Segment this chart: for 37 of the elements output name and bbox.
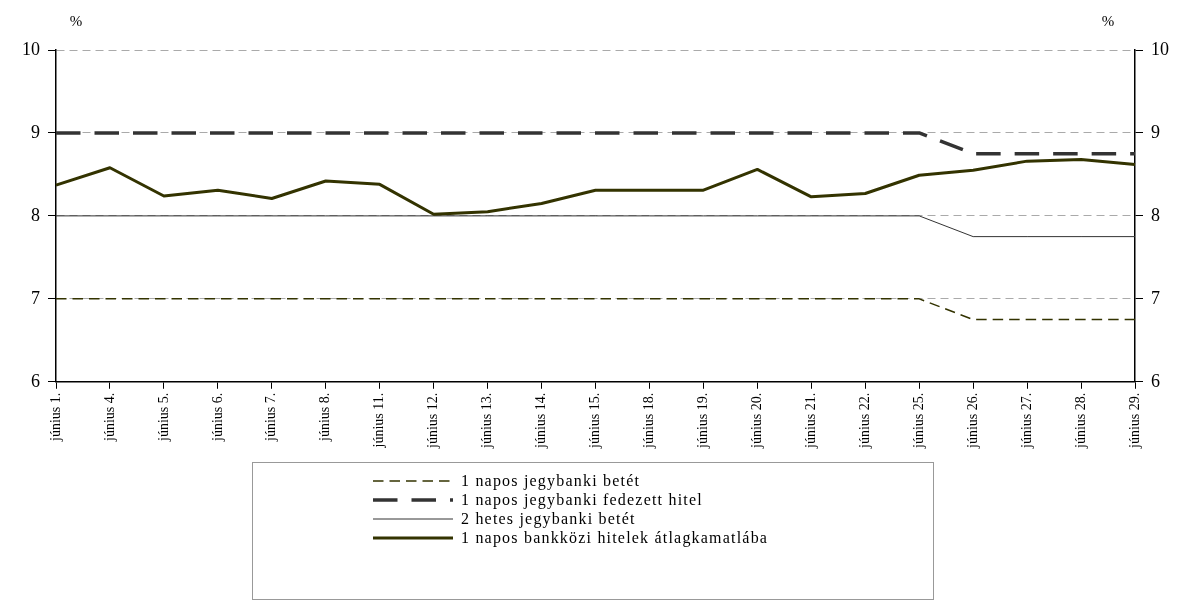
x-tick-label: június 25. bbox=[910, 392, 926, 450]
x-tick-label: június 27. bbox=[1018, 392, 1034, 450]
y2-tick-label: 6 bbox=[1151, 370, 1160, 391]
y2-tick-label: 9 bbox=[1151, 121, 1160, 142]
x-tick-label: június 15. bbox=[587, 392, 603, 450]
y-tick-label: 9 bbox=[31, 121, 40, 142]
x-tick-label: június 12. bbox=[425, 392, 441, 450]
x-tick-label: június 5. bbox=[155, 392, 171, 443]
x-tick-label: június 28. bbox=[1072, 392, 1088, 450]
y-tick-label: 10 bbox=[22, 38, 40, 59]
x-tick-label: június 19. bbox=[695, 392, 711, 450]
x-tick-label: június 1. bbox=[47, 392, 63, 443]
x-tick-label: június 21. bbox=[802, 392, 818, 450]
x-tick-label: június 22. bbox=[856, 392, 872, 450]
x-tick-label: június 29. bbox=[1126, 392, 1142, 450]
y2-tick-label: 7 bbox=[1151, 287, 1160, 308]
legend-label: 1 napos jegybanki betét bbox=[461, 471, 641, 490]
x-tick-label: június 13. bbox=[479, 392, 495, 450]
x-tick-label: június 18. bbox=[641, 392, 657, 450]
y2-tick-label: 8 bbox=[1151, 204, 1160, 225]
legend-label: 1 napos bankközi hitelek átlagkamatlába bbox=[461, 528, 769, 547]
legend-label: 1 napos jegybanki fedezett hitel bbox=[461, 490, 703, 509]
y2-tick-label: 10 bbox=[1151, 38, 1169, 59]
x-tick-label: június 7. bbox=[263, 392, 279, 443]
x-tick-label: június 8. bbox=[317, 392, 333, 443]
y-tick-label: 7 bbox=[31, 287, 40, 308]
y-axis-title: % bbox=[69, 13, 83, 29]
x-tick-label: június 14. bbox=[533, 392, 549, 450]
legend-label: 2 hetes jegybanki betét bbox=[461, 509, 636, 528]
x-tick-label: június 20. bbox=[749, 392, 765, 450]
y2-axis-title: % bbox=[1101, 13, 1115, 29]
x-tick-label: június 4. bbox=[101, 392, 117, 443]
x-tick-label: június 6. bbox=[209, 392, 225, 443]
x-tick-label: június 26. bbox=[964, 392, 980, 450]
x-tick-label: június 11. bbox=[371, 392, 387, 449]
y-tick-label: 6 bbox=[31, 370, 40, 391]
y-tick-label: 8 bbox=[31, 204, 40, 225]
